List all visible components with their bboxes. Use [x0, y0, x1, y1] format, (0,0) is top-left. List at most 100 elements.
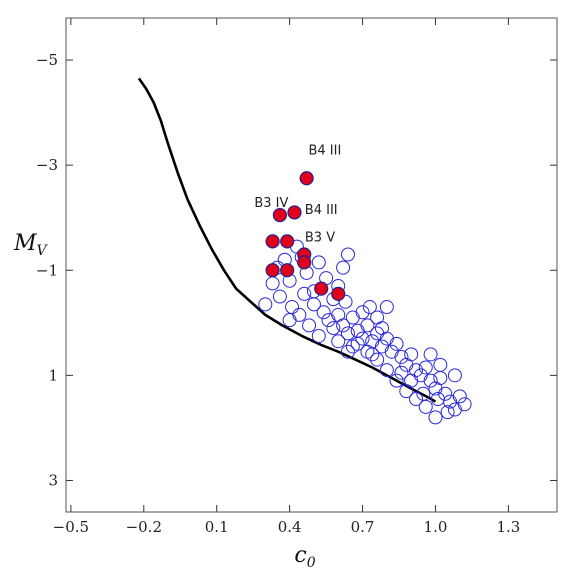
open-marker — [331, 334, 346, 349]
y-tick-label: −1 — [36, 261, 58, 279]
open-marker — [326, 321, 341, 336]
open-marker — [418, 360, 433, 375]
open-marker — [340, 326, 355, 341]
open-marker — [370, 352, 385, 367]
filled-marker — [297, 255, 312, 270]
open-marker — [433, 370, 448, 385]
open-marker — [399, 357, 414, 372]
open-marker — [447, 402, 462, 417]
open-marker — [394, 349, 409, 364]
open-marker — [302, 318, 317, 333]
filled-marker — [265, 234, 280, 249]
open-marker — [336, 318, 351, 333]
open-marker — [452, 389, 467, 404]
plot-frame — [65, 17, 558, 513]
open-marker — [428, 410, 443, 425]
x-tick-label: 0.4 — [278, 518, 302, 536]
curve-layer — [137, 77, 437, 403]
open-marker — [389, 336, 404, 351]
open-marker — [282, 313, 297, 328]
open-marker — [360, 318, 375, 333]
open-marker — [374, 321, 389, 336]
open-marker — [265, 276, 280, 291]
x-tick-label: −0.2 — [126, 518, 162, 536]
open-marker — [297, 286, 312, 301]
open-marker — [433, 357, 448, 372]
open-marker — [345, 339, 360, 354]
axis-ticks — [66, 18, 557, 512]
x-tick-label: 1.0 — [424, 518, 448, 536]
open-marker — [292, 307, 307, 322]
filled-marker — [331, 286, 346, 302]
axis-tick-labels: −0.5 −0.2 0.1 0.4 0.7 1.0 1.3 −5 −3 −1 1 3 — [36, 51, 520, 536]
open-marker — [336, 260, 351, 275]
y-tick-label: −5 — [36, 51, 58, 69]
open-marker — [370, 326, 385, 341]
filled-markers-layer — [265, 171, 346, 302]
y-tick-label: 1 — [48, 366, 58, 384]
annotation-label: B4 III — [308, 144, 341, 159]
open-marker — [440, 405, 455, 420]
filled-marker — [314, 281, 329, 296]
open-marker — [409, 392, 424, 407]
open-marker — [404, 373, 419, 388]
open-marker — [311, 328, 326, 343]
open-marker — [306, 297, 321, 312]
open-marker — [362, 300, 377, 315]
y-tick-label: 3 — [48, 471, 58, 489]
filled-marker — [265, 263, 280, 278]
open-marker — [384, 344, 399, 359]
open-marker — [430, 392, 445, 407]
open-marker — [350, 323, 365, 338]
open-marker — [379, 363, 394, 378]
open-marker — [409, 363, 424, 378]
filled-marker — [280, 234, 295, 249]
open-marker — [355, 305, 370, 320]
y-tick-label: −3 — [36, 156, 58, 174]
open-marker — [338, 294, 353, 309]
open-marker — [345, 310, 360, 325]
open-marker — [285, 300, 300, 315]
open-marker — [404, 347, 419, 362]
open-marker — [447, 368, 462, 383]
open-marker — [365, 347, 380, 362]
x-tick-label: −0.5 — [53, 518, 89, 536]
open-marker — [340, 344, 355, 359]
open-marker — [379, 331, 394, 346]
filled-marker — [287, 205, 302, 220]
open-markers-layer — [258, 239, 472, 425]
open-marker — [418, 399, 433, 414]
open-marker — [355, 331, 370, 346]
open-marker — [457, 397, 472, 412]
x-tick-label: 1.3 — [496, 518, 520, 536]
annotation-label: B3 IV — [254, 196, 288, 211]
open-marker — [379, 300, 394, 315]
x-tick-label: 0.7 — [351, 518, 375, 536]
model-curve — [137, 77, 437, 403]
open-marker — [340, 247, 355, 262]
open-marker — [311, 255, 326, 270]
open-marker — [423, 347, 438, 362]
annotation-label: B3 V — [305, 230, 335, 245]
open-marker — [416, 386, 431, 401]
filled-marker — [272, 207, 288, 223]
open-marker — [438, 386, 453, 401]
open-marker — [394, 365, 409, 380]
y-axis-label: MV — [13, 231, 49, 259]
x-tick-label: 0.1 — [205, 518, 229, 536]
annotation-label: B4 III — [305, 203, 338, 218]
open-marker — [331, 307, 346, 322]
filled-marker — [280, 263, 295, 278]
open-marker — [365, 334, 380, 349]
open-marker — [423, 373, 438, 388]
open-marker — [316, 305, 331, 320]
open-marker — [389, 373, 404, 388]
open-marker — [370, 310, 385, 325]
open-marker — [258, 297, 273, 312]
open-marker — [321, 313, 336, 328]
open-marker — [413, 368, 428, 383]
filled-marker — [299, 171, 314, 186]
annotations-layer: B4 III B3 IV B4 III B3 V — [254, 144, 341, 246]
open-marker — [272, 289, 287, 304]
